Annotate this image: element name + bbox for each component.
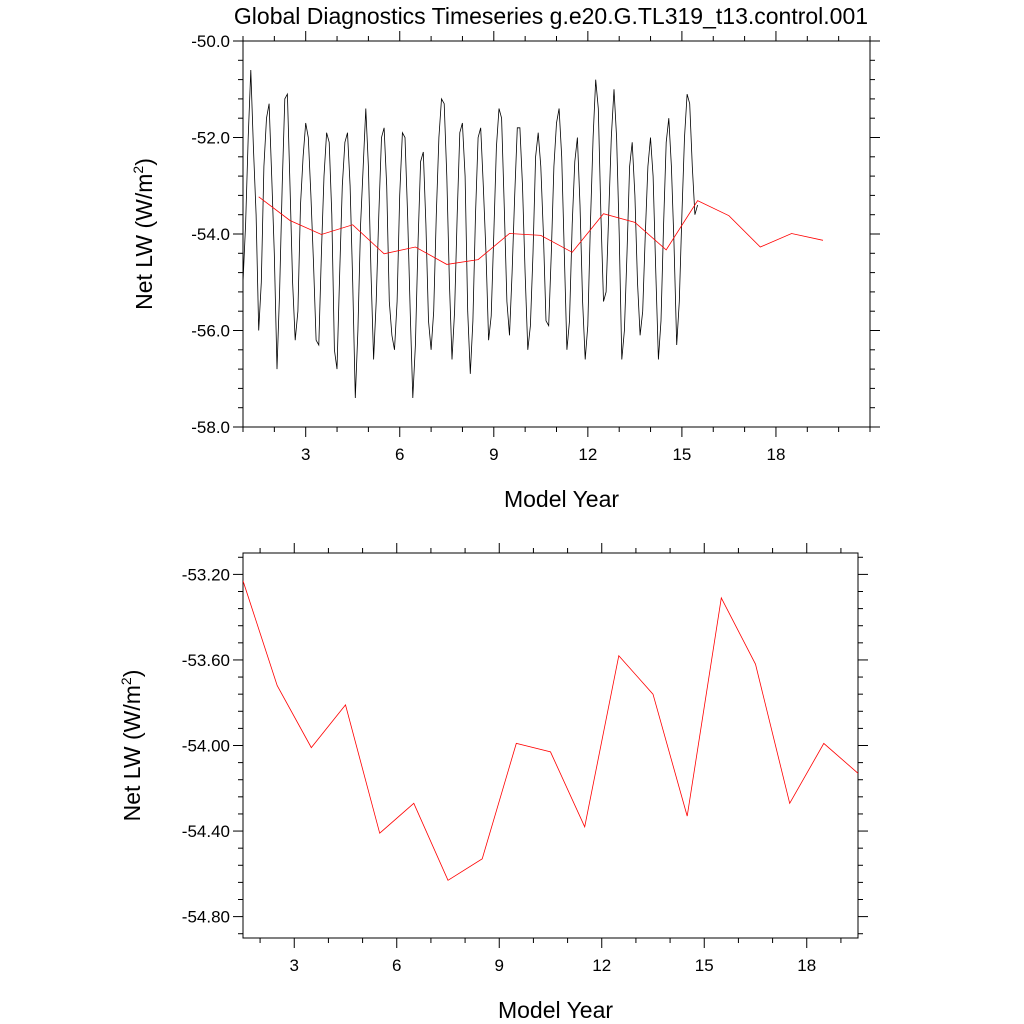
y-axis-label: Net LW (W/m2) xyxy=(130,158,157,310)
x-tick-label: 9 xyxy=(495,956,504,975)
x-tick-label: 12 xyxy=(578,445,597,464)
x-tick-label: 12 xyxy=(592,956,611,975)
chart-title: Global Diagnostics Timeseries g.e20.G.TL… xyxy=(234,3,868,29)
x-tick-label: 6 xyxy=(392,956,401,975)
y-tick-label: -53.20 xyxy=(182,565,230,584)
y-tick-label: -50.0 xyxy=(191,32,230,51)
y-tick-label: -58.0 xyxy=(191,418,230,437)
x-tick-label: 3 xyxy=(301,445,310,464)
series-annual-line xyxy=(243,580,858,881)
y-tick-label: -56.0 xyxy=(191,322,230,341)
x-tick-label: 6 xyxy=(395,445,404,464)
series-annual-line xyxy=(258,196,824,265)
x-tick-label: 18 xyxy=(766,445,785,464)
y-tick-label: -52.0 xyxy=(191,129,230,148)
x-tick-label: 3 xyxy=(290,956,299,975)
x-tick-label: 15 xyxy=(695,956,714,975)
bottom-panel: 3 6 9 12 15 18 -53.20 -53.60 -54.00 -54.40 -54.80 M… xyxy=(118,543,868,1023)
y-tick-label: -54.80 xyxy=(182,908,230,927)
x-tick-label: 15 xyxy=(672,445,691,464)
x-axis-label: Model Year xyxy=(498,997,613,1023)
plot-frame xyxy=(242,552,859,939)
series-monthly-line xyxy=(243,69,698,399)
y-tick-label: -54.0 xyxy=(191,225,230,244)
top-panel: 3 6 9 12 15 18 -50.0 -52.0 -54.0 -56.0 -58.0 Model … xyxy=(130,31,880,512)
y-tick-label: -53.60 xyxy=(182,651,230,670)
x-tick-label: 9 xyxy=(489,445,498,464)
y-tick-label: -54.40 xyxy=(182,822,230,841)
x-axis-label: Model Year xyxy=(504,486,619,512)
y-tick-label: -54.00 xyxy=(182,737,230,756)
x-tick-label: 18 xyxy=(797,956,816,975)
y-axis-label: Net LW (W/m2) xyxy=(118,670,145,822)
